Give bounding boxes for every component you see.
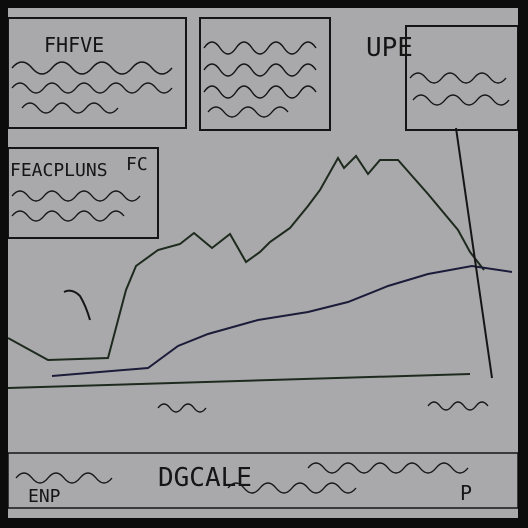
sketch-hook <box>63 289 91 321</box>
label-bottom-center: DGCALE <box>158 463 252 493</box>
sketch-curve-lower <box>51 264 513 377</box>
label-mid-left-small: FC <box>126 154 148 175</box>
label-mid-left: FEACPLUNS <box>10 160 108 181</box>
panel-bottom <box>8 452 518 509</box>
scribbles <box>11 41 510 494</box>
sketch-curve-upper <box>8 154 485 362</box>
panel-mid-left <box>8 147 159 239</box>
sketch-baseline <box>8 373 471 389</box>
label-bottom-right: P <box>460 481 472 505</box>
label-top-right: UPE <box>366 33 413 63</box>
panel-top-left <box>8 17 187 129</box>
sketch-canvas: FHFVE UPE FEACPLUNS FC DGCALE ENP P <box>8 8 518 518</box>
label-bottom-left: ENP <box>28 486 61 507</box>
sketch-diagonal <box>455 127 493 379</box>
label-top-left: FHFVE <box>44 33 104 57</box>
sketch-drawing: FHFVE UPE FEACPLUNS FC DGCALE ENP P <box>8 17 518 509</box>
panel-top-right <box>405 25 518 131</box>
panel-top-center <box>199 17 331 131</box>
